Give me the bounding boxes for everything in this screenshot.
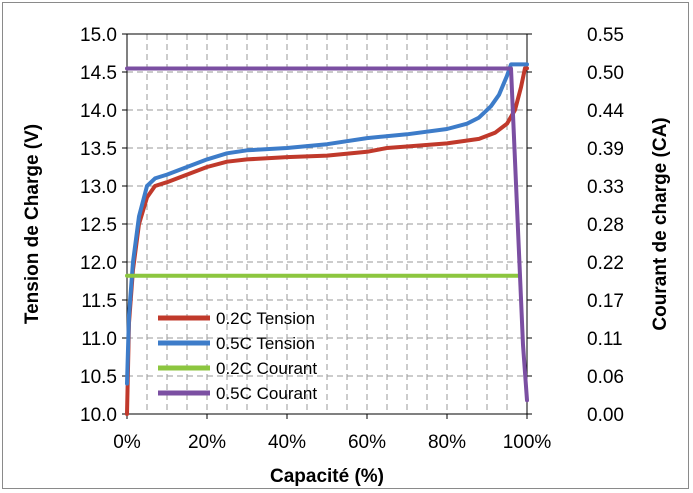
y-right-tick-label: 0.00 [587,405,624,426]
y-right-tick-label: 0.44 [587,101,624,122]
x-axis-label: Capacité (%) [270,466,384,487]
legend-label-0-2c-tension: 0.2C Tension [216,309,315,328]
y-left-tick-label: 12.0 [80,253,117,274]
y-right-tick-label: 0.28 [587,215,624,236]
y-left-tick-label: 13.0 [80,177,117,198]
y-left-tick-label: 11.0 [81,329,117,350]
legend: 0.2C Tension 0.5C Tension 0.2C Courant 0.5C… [158,309,317,403]
series-line-0-5c-tension [125,62,529,386]
y-right-tick-label: 0.33 [587,177,624,198]
x-tick-label: 20% [188,432,226,453]
y-left-tick-label: 12.5 [80,215,117,236]
y-right-tick-label: 0.39 [587,139,624,160]
y-right-tick-label: 0.06 [587,367,624,388]
series-group [125,62,529,416]
y-right-tick-label: 0.17 [587,291,624,312]
y-right-tick-label: 0.22 [587,253,624,274]
y-left-tick-label: 15.0 [80,25,117,46]
x-tick-label: 40% [268,432,306,453]
series-line-0-2c-tension [125,66,529,416]
legend-label-0-5c-tension: 0.5C Tension [216,334,315,353]
y-right-tick-label: 0.55 [587,25,624,46]
y-right-tick-label: 0.50 [587,63,624,84]
chart-frame [2,2,689,489]
x-tick-label: 60% [348,432,386,453]
series-line-0-5c-courant [125,66,529,403]
y-left-tick-label: 10.0 [80,405,117,426]
legend-label-0-5c-courant: 0.5C Courant [216,384,317,403]
x-tick-label: 100% [503,432,552,453]
y-axis-left-label: Tension de Charge (V) [22,124,43,324]
y-axis-left: 10.0 10.5 11.0 11.5 12.0 12.5 13.0 13.5 14.0 14.5… [80,25,127,426]
grid [127,34,527,414]
x-tick-label: 80% [428,432,466,453]
legend-label-0-2c-courant: 0.2C Courant [216,359,317,378]
y-left-tick-label: 14.5 [80,63,117,84]
y-left-tick-label: 11.5 [81,291,117,312]
y-axis-right: 0.00 0.06 0.11 0.17 0.22 0.28 0.33 0.39 0.44 0.50… [527,25,624,426]
y-left-tick-label: 14.0 [80,101,117,122]
y-left-tick-label: 10.5 [80,367,117,388]
x-axis: 0% 20% 40% 60% 80% 100% [113,414,551,453]
x-tick-label: 0% [113,432,141,453]
y-left-tick-label: 13.5 [80,139,117,160]
y-right-tick-label: 0.11 [587,329,623,350]
y-axis-right-label: Courant de charge (CA) [650,117,671,330]
